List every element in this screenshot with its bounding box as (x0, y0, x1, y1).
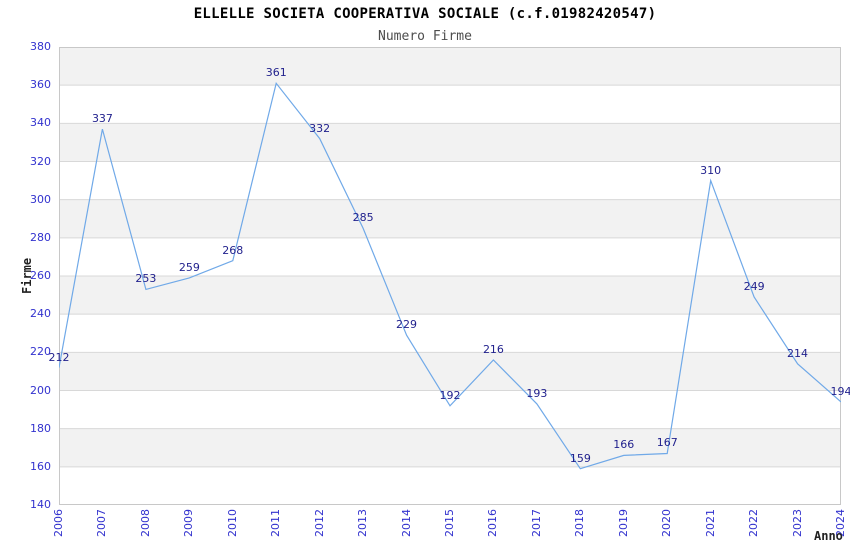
x-tick-label: 2019 (616, 509, 630, 537)
data-point-label: 229 (396, 318, 418, 332)
plot-band (59, 47, 841, 86)
y-tick-label: 200 (30, 383, 51, 397)
x-tick-label: 2007 (95, 509, 109, 537)
x-tick-label: 2020 (660, 509, 674, 537)
data-point-label: 214 (787, 346, 809, 360)
x-tick-label: 2012 (312, 509, 326, 537)
y-tick-label: 340 (30, 116, 51, 130)
series-line (58, 81, 842, 470)
y-tick-label: 280 (30, 230, 51, 244)
y-tick-label: 380 (30, 40, 51, 53)
y-tick-label: 180 (30, 421, 51, 435)
plot-band (59, 428, 841, 467)
x-tick-label: 2015 (443, 509, 456, 537)
data-point-label: 167 (656, 436, 678, 450)
x-tick-label: 2016 (486, 509, 500, 537)
data-point-label: 194 (830, 384, 850, 398)
data-point-label: 166 (613, 438, 635, 452)
y-tick-label: 220 (30, 345, 51, 359)
data-point-label: 249 (743, 279, 765, 293)
data-point-label: 216 (482, 342, 504, 356)
plot-band (59, 352, 841, 391)
y-tick-label: 320 (30, 154, 51, 168)
data-point-label: 337 (91, 112, 113, 126)
data-point-label: 193 (526, 386, 548, 400)
chart-title: ELLELLE SOCIETA COOPERATIVA SOCIALE (c.f… (193, 6, 657, 22)
plot-band (59, 199, 841, 238)
x-tick-label: 2014 (399, 509, 413, 537)
data-point-label: 259 (178, 260, 200, 274)
data-point-label: 332 (309, 121, 331, 135)
y-tick-label: 300 (30, 192, 51, 206)
data-point-label: 310 (700, 163, 722, 177)
y-tick-label: 140 (30, 498, 51, 511)
y-tick-label: 240 (30, 307, 51, 321)
chart-subtitle: Numero Firme (378, 29, 472, 44)
plot-border (59, 47, 841, 505)
y-tick-label: 260 (30, 269, 51, 282)
plot-band (59, 276, 841, 315)
data-point-label: 268 (222, 243, 244, 257)
x-tick-label: 2023 (790, 509, 804, 537)
x-tick-label: 2022 (747, 509, 761, 537)
x-tick-label: 2021 (703, 509, 717, 537)
x-tick-label: 2009 (182, 509, 196, 537)
data-point-label: 285 (352, 211, 374, 225)
x-tick-label: 2008 (138, 509, 152, 537)
plot-area (58, 46, 842, 506)
y-tick-label: 160 (30, 459, 51, 473)
data-point-label: 159 (569, 451, 591, 465)
plot-band (59, 123, 841, 162)
plot-svg (58, 46, 842, 506)
data-point-label: 253 (135, 272, 157, 286)
y-tick-label: 360 (30, 78, 51, 92)
x-tick-label: 2013 (356, 509, 370, 537)
data-point-label: 361 (265, 66, 287, 80)
x-tick-label: 2018 (573, 509, 587, 537)
x-tick-label: 2017 (529, 509, 543, 537)
x-axis-title: Anno (814, 529, 843, 543)
data-point-label: 192 (439, 388, 461, 402)
data-point-label: 212 (48, 350, 70, 364)
x-tick-label: 2006 (52, 509, 65, 537)
x-tick-label: 2010 (225, 509, 239, 537)
x-tick-label: 2011 (269, 509, 283, 537)
